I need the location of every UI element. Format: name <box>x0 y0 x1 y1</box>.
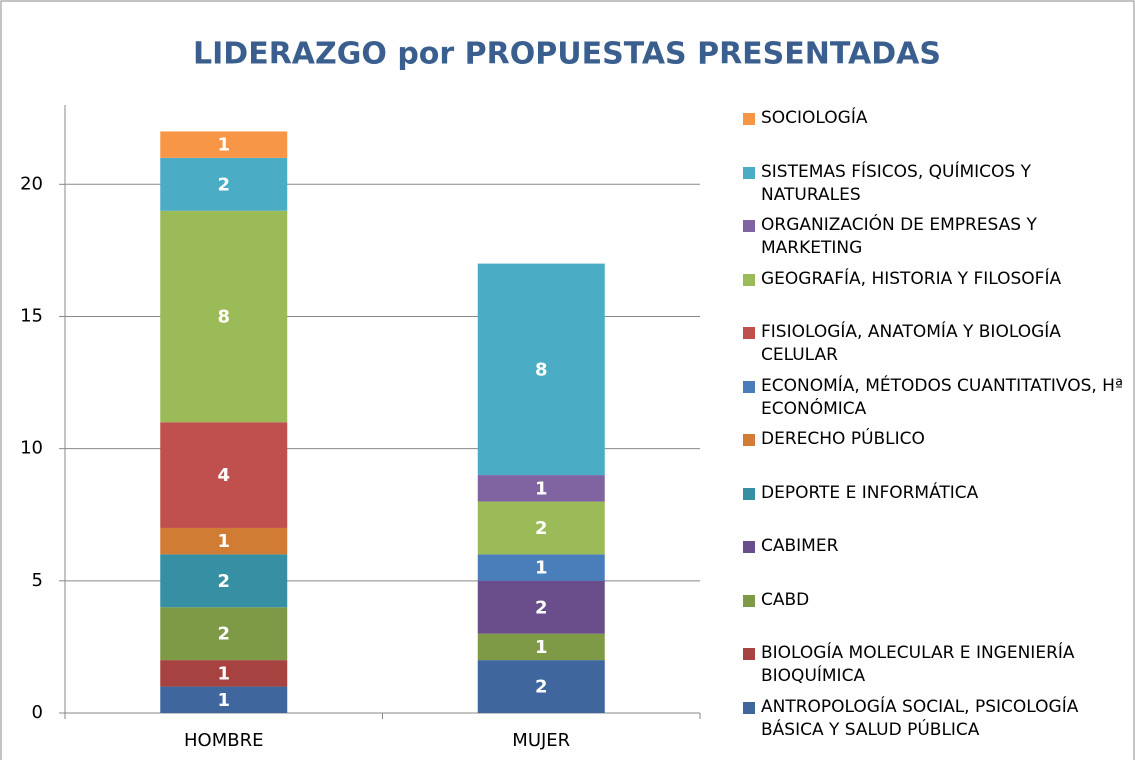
y-tick-label: 20 <box>20 173 43 194</box>
legend-label: CABD <box>761 589 810 610</box>
data-label: 2 <box>535 597 548 618</box>
legend-item: SISTEMAS FÍSICOS, QUÍMICOS Y NATURALES <box>743 161 1128 207</box>
y-tick-label: 5 <box>32 570 43 591</box>
data-label: 4 <box>217 465 230 486</box>
legend-swatch <box>743 487 755 500</box>
legend-label: ECONOMÍA, MÉTODOS CUANTITATIVOS, Hª ECON… <box>761 375 1123 419</box>
x-tick-label: MUJER <box>512 730 570 751</box>
bar-segment <box>160 554 288 608</box>
legend-label: SOCIOLOGÍA <box>761 108 868 128</box>
data-label: 8 <box>217 306 230 327</box>
bar-segment <box>477 660 605 713</box>
legend-label: GEOGRAFÍA, HISTORIA Y FILOSOFÍA <box>761 268 1062 289</box>
data-label: 1 <box>217 663 230 684</box>
y-tick-label: 0 <box>32 702 43 723</box>
data-label: 2 <box>535 518 548 539</box>
legend-item: ECONOMÍA, MÉTODOS CUANTITATIVOS, Hª ECON… <box>743 375 1128 421</box>
legend-item: DEPORTE E INFORMÁTICA <box>743 482 1128 505</box>
bar-segment <box>160 210 288 423</box>
y-tick-label: 15 <box>20 305 43 326</box>
legend-item: FISIOLOGÍA, ANATOMÍA Y BIOLOGÍA CELULAR <box>743 321 1128 367</box>
legend-item: ORGANIZACIÓN DE EMPRESAS Y MARKETING <box>743 214 1128 260</box>
legend-swatch <box>743 648 755 660</box>
legend-label: ORGANIZACIÓN DE EMPRESAS Y MARKETING <box>761 215 1037 258</box>
bar-segment <box>160 157 288 211</box>
legend-item: DERECHO PÚBLICO <box>743 428 1128 451</box>
legend-swatch <box>743 273 755 286</box>
legend-label: SISTEMAS FÍSICOS, QUÍMICOS Y NATURALES <box>761 161 1032 205</box>
data-label: 1 <box>535 478 548 499</box>
data-label: 2 <box>217 174 230 195</box>
legend-label: BIOLOGÍA MOLECULAR E INGENIERÍA BIOQUÍMI… <box>761 643 1075 686</box>
legend-swatch <box>743 541 755 553</box>
legend-swatch <box>743 380 755 393</box>
chart-title: LIDERAZGO por PROPUESTAS PRESENTADAS <box>193 37 941 72</box>
data-label: 1 <box>217 690 230 711</box>
legend-item: GEOGRAFÍA, HISTORIA Y FILOSOFÍA <box>743 268 1128 291</box>
bar-segment <box>477 633 605 661</box>
legend-swatch <box>743 327 755 339</box>
bar-segment <box>160 422 288 528</box>
bar-segment <box>477 554 605 581</box>
legend-label: ANTROPOLOGÍA SOCIAL, PSICOLOGÍA BÁSICA Y… <box>761 696 1079 740</box>
bar-segment <box>477 263 605 476</box>
legend-swatch <box>743 113 755 125</box>
bar-segment <box>477 475 605 502</box>
data-label: 2 <box>217 624 230 645</box>
legend-item: CABIMER <box>743 535 1128 558</box>
legend-item: BIOLOGÍA MOLECULAR E INGENIERÍA BIOQUÍMI… <box>743 642 1128 688</box>
data-label: 1 <box>217 531 230 552</box>
bar-segment <box>160 131 288 158</box>
legend-item: CABD <box>743 589 1128 612</box>
legend-label: DEPORTE E INFORMÁTICA <box>761 482 979 503</box>
bar-segment <box>160 527 288 555</box>
legend-swatch <box>743 701 755 714</box>
bar-segment <box>160 660 288 687</box>
x-tick-label: HOMBRE <box>184 730 263 751</box>
data-label: 1 <box>217 135 230 156</box>
data-label: 2 <box>535 677 548 698</box>
data-label: 2 <box>217 571 230 592</box>
legend-swatch <box>743 220 755 232</box>
legend-swatch <box>743 594 755 607</box>
legend-swatch <box>743 166 755 179</box>
y-tick-label: 10 <box>20 438 43 459</box>
data-label: 1 <box>535 558 548 579</box>
bar-segment <box>160 607 288 661</box>
legend-item: SOCIOLOGÍA <box>743 107 1128 130</box>
data-label: 1 <box>535 637 548 658</box>
legend-label: DERECHO PÚBLICO <box>761 429 925 449</box>
data-label: 8 <box>535 359 548 380</box>
legend-item: ANTROPOLOGÍA SOCIAL, PSICOLOGÍA BÁSICA Y… <box>743 696 1128 742</box>
bar-segment <box>477 580 605 634</box>
legend-label: CABIMER <box>761 536 839 556</box>
bar-segment <box>477 501 605 555</box>
bar-segment <box>160 686 288 713</box>
legend-swatch <box>743 434 755 446</box>
legend-label: FISIOLOGÍA, ANATOMÍA Y BIOLOGÍA CELULAR <box>761 322 1061 365</box>
